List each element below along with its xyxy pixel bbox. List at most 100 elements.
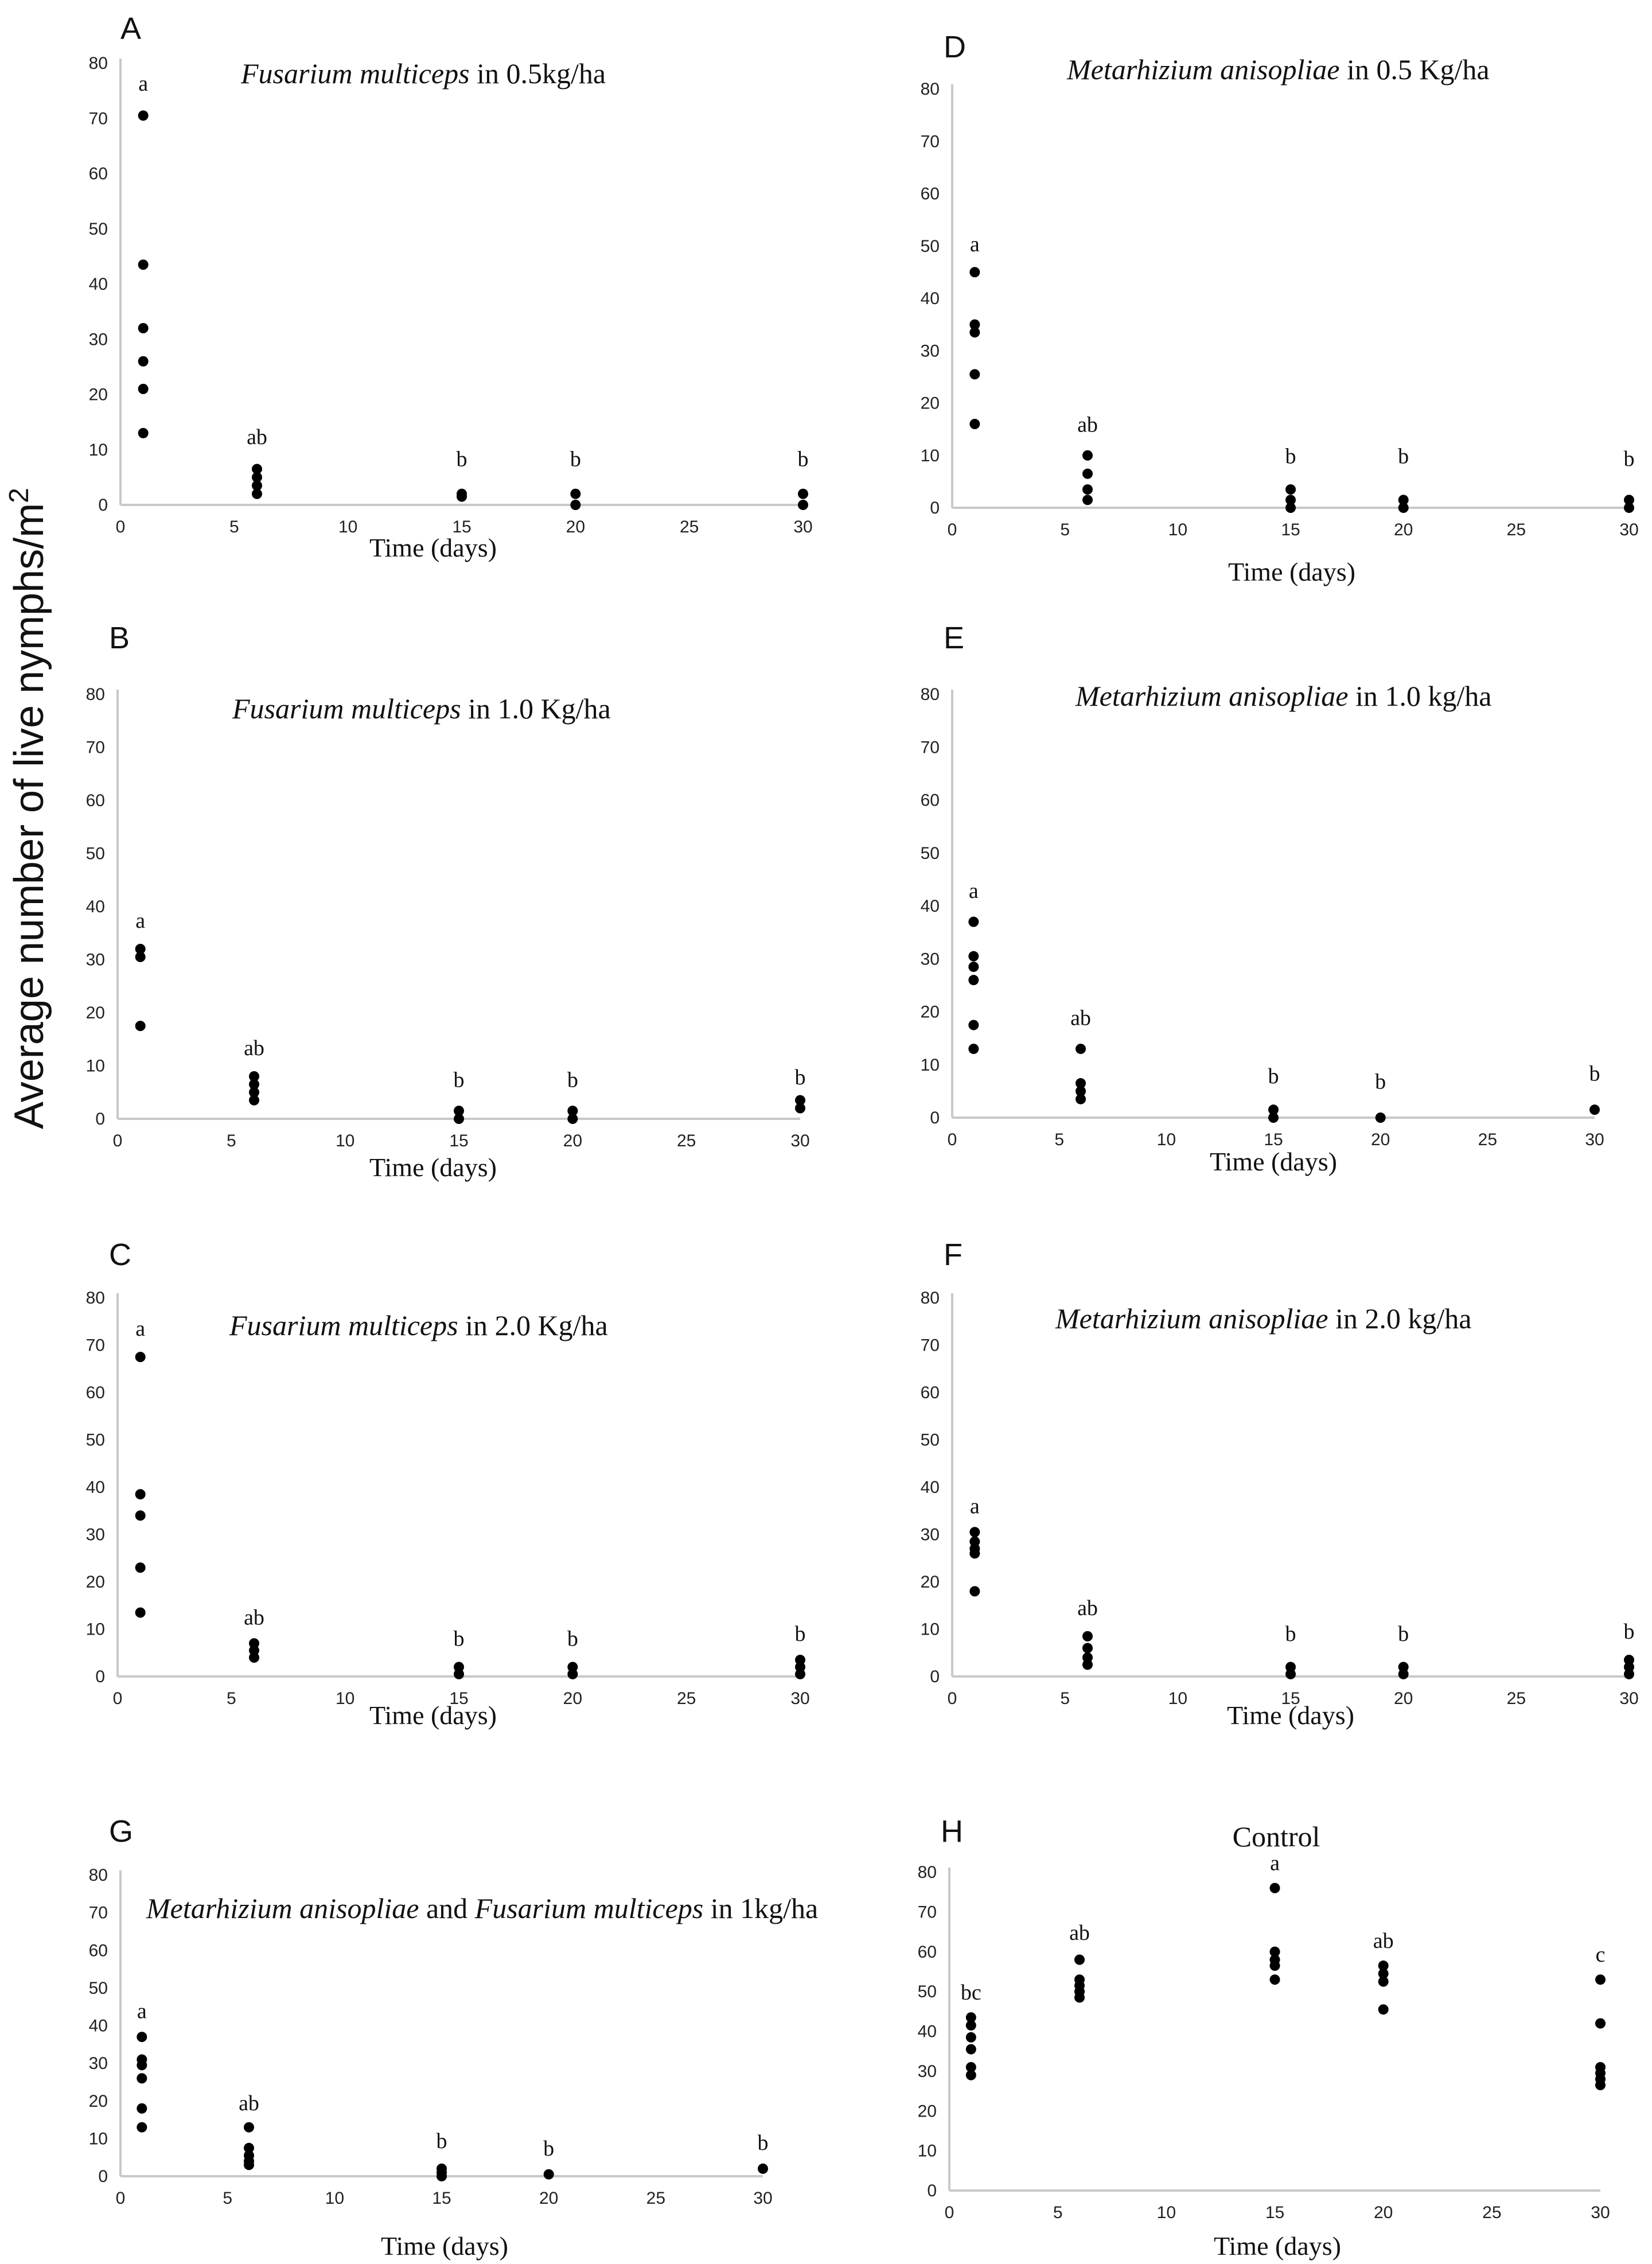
data-point [137, 2032, 147, 2043]
x-tick-label: 0 [113, 1689, 123, 1708]
data-point [1082, 468, 1093, 479]
significance-label: a [135, 909, 145, 933]
chart-title: Fusarium multiceps in 2.0 Kg/ha [229, 1309, 608, 1341]
panel-letter: H [941, 1814, 963, 1849]
x-tick-label: 15 [1281, 1689, 1300, 1708]
y-tick-label: 50 [89, 220, 108, 239]
data-point [249, 1071, 259, 1082]
data-point [138, 110, 149, 121]
chart-title: Metarhizium anisopliae in 1.0 kg/ha [1075, 680, 1491, 712]
data-point [1595, 2018, 1606, 2029]
y-tick-label: 30 [86, 951, 105, 970]
y-tick-label: 70 [921, 132, 940, 151]
x-tick-label: 25 [1478, 1130, 1497, 1149]
y-tick-label: 80 [86, 1289, 105, 1308]
y-tick-label: 50 [918, 1982, 937, 2001]
significance-label: a [138, 72, 148, 96]
data-point [252, 480, 262, 491]
data-point [570, 500, 581, 510]
data-point [249, 1652, 259, 1663]
y-tick-label: 20 [89, 2092, 108, 2111]
data-point [798, 488, 808, 499]
x-tick-label: 15 [432, 2189, 451, 2208]
data-point [244, 2160, 254, 2170]
x-tick-label: 5 [227, 1689, 236, 1708]
data-point [968, 1044, 979, 1055]
data-point [249, 1638, 259, 1649]
y-tick-label: 80 [921, 1289, 940, 1308]
data-point [135, 1352, 146, 1363]
data-point [1076, 1086, 1086, 1096]
y-tick-label: 70 [89, 109, 108, 128]
significance-label: ab [244, 1036, 264, 1060]
y-tick-label: 30 [921, 1526, 940, 1545]
significance-label: a [970, 1494, 980, 1518]
x-tick-label: 20 [563, 1689, 582, 1708]
data-point [969, 327, 980, 338]
data-point [1285, 1668, 1296, 1679]
y-tick-label: 30 [86, 1526, 105, 1545]
x-tick-label: 20 [566, 518, 585, 536]
y-tick-label: 20 [86, 1573, 105, 1592]
x-tick-label: 20 [1371, 1130, 1390, 1149]
significance-label: bc [961, 1981, 981, 2005]
panel-letter: F [944, 1238, 963, 1272]
y-tick-label: 50 [89, 1979, 108, 1998]
x-tick-label: 5 [1054, 1130, 1064, 1149]
significance-label: c [1596, 1943, 1606, 1967]
significance-label: b [1268, 1064, 1279, 1088]
data-point [1074, 1954, 1085, 1965]
y-tick-label: 60 [921, 791, 940, 810]
y-tick-label: 60 [86, 1383, 105, 1402]
data-point [135, 1489, 146, 1500]
significance-label: b [567, 1068, 578, 1092]
chart-panel-e: E Metarhizium anisopliae in 1.0 kg/ha 0 10 2… [921, 621, 1604, 1176]
x-tick-label: 15 [1265, 2203, 1284, 2222]
data-point [567, 1668, 578, 1679]
significance-label: b [457, 448, 467, 472]
significance-label: b [437, 2129, 447, 2153]
chart-title: Metarhizium anisopliae and Fusarium mult… [146, 1892, 818, 1924]
data-point [249, 1087, 259, 1098]
y-tick-label: 50 [921, 844, 940, 863]
x-tick-label: 10 [336, 1131, 354, 1150]
data-point [138, 259, 149, 270]
chart-title: Fusarium multiceps in 1.0 Kg/ha [232, 693, 611, 725]
data-point [252, 488, 262, 499]
data-point [1076, 1078, 1086, 1089]
y-tick-label: 40 [89, 2017, 108, 2036]
x-axis-label: Time (days) [1228, 557, 1355, 586]
y-tick-label: 30 [921, 341, 940, 360]
data-point [969, 1548, 980, 1559]
x-axis-label: Time (days) [1210, 1147, 1337, 1176]
y-tick-label: 80 [921, 685, 940, 704]
y-tick-label: 0 [95, 1667, 105, 1686]
data-point [1589, 1104, 1600, 1115]
data-point [1082, 1643, 1093, 1654]
x-tick-label: 5 [223, 2189, 232, 2208]
y-tick-label: 80 [89, 1866, 108, 1885]
data-point [137, 2060, 147, 2071]
data-point [252, 472, 262, 483]
significance-label: b [567, 1627, 578, 1651]
significance-label: b [1624, 447, 1635, 471]
significance-label: b [1375, 1069, 1386, 1094]
data-point [1624, 1662, 1634, 1672]
x-tick-label: 20 [539, 2189, 558, 2208]
x-tick-label: 0 [945, 2203, 954, 2222]
data-point [135, 1562, 146, 1573]
data-point [135, 951, 146, 962]
x-tick-label: 30 [790, 1689, 809, 1708]
data-point [454, 1668, 464, 1679]
y-tick-label: 30 [89, 330, 108, 349]
y-tick-label: 40 [921, 897, 940, 916]
x-tick-label: 25 [1507, 520, 1526, 539]
chart-panel-b: B Fusarium multiceps in 1.0 Kg/ha 0 10 20 30 4… [86, 621, 810, 1182]
data-point [968, 951, 979, 962]
data-point [969, 369, 980, 380]
chart-title-part: in 1.0 kg/ha [1348, 680, 1491, 712]
significance-label: ab [1077, 413, 1098, 437]
data-point [138, 427, 149, 438]
data-point [795, 1095, 805, 1106]
data-point [138, 323, 149, 333]
